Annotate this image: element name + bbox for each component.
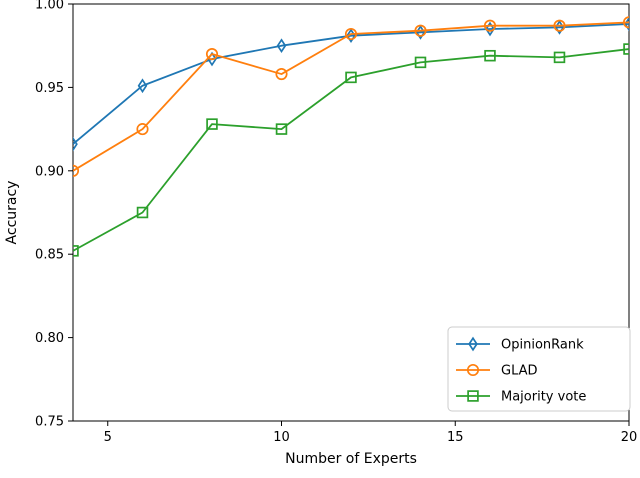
circle-marker bbox=[344, 27, 358, 41]
axes-spines bbox=[72, 3, 630, 422]
legend-label: Majority vote bbox=[501, 390, 586, 405]
square-marker bbox=[484, 49, 496, 62]
circle-marker bbox=[73, 164, 80, 177]
y-tick-label: 1.00 bbox=[35, 0, 64, 13]
circle-marker bbox=[622, 16, 629, 29]
y-tick-label: 0.80 bbox=[35, 331, 64, 346]
axes: 5 10 15 20 0.75 0.80 0.85 0.90 0.95 1.00 bbox=[35, 0, 637, 445]
x-axis-label: Number of Experts bbox=[285, 451, 417, 467]
circle-marker bbox=[275, 68, 288, 81]
diamond-marker bbox=[276, 38, 287, 54]
x-tick-label: 15 bbox=[447, 430, 464, 445]
diamond-marker bbox=[73, 136, 78, 152]
square-marker bbox=[345, 71, 357, 84]
square-marker bbox=[73, 245, 79, 257]
y-tick-label: 0.90 bbox=[35, 164, 64, 179]
series-glad bbox=[73, 16, 629, 177]
series-majority-vote bbox=[73, 43, 629, 257]
legend-label: GLAD bbox=[501, 364, 538, 379]
series-line bbox=[73, 21, 629, 172]
circle-marker bbox=[553, 19, 566, 32]
square-marker bbox=[623, 43, 629, 55]
square-marker bbox=[206, 118, 218, 130]
x-tick-label: 10 bbox=[273, 430, 290, 445]
x-tick-label: 20 bbox=[621, 430, 638, 445]
y-axis-label: Accuracy bbox=[4, 181, 20, 245]
diamond-marker bbox=[137, 78, 148, 94]
square-marker bbox=[553, 51, 566, 64]
square-marker bbox=[136, 206, 149, 219]
diamond-marker bbox=[485, 21, 495, 37]
legend-entry-opinionrank: OpinionRank bbox=[456, 336, 584, 353]
legend-label: OpinionRank bbox=[501, 338, 584, 353]
square-marker bbox=[414, 56, 427, 69]
legend-box bbox=[447, 326, 631, 412]
circle-marker bbox=[205, 47, 219, 61]
x-tick-label: 5 bbox=[104, 430, 112, 445]
legend-entry-glad: GLAD bbox=[456, 364, 538, 379]
square-marker bbox=[275, 123, 288, 135]
y-tick-label: 0.75 bbox=[35, 415, 64, 430]
plot-series bbox=[73, 16, 629, 257]
y-tick-label: 0.85 bbox=[35, 248, 64, 263]
series-opinionrank bbox=[73, 16, 629, 152]
diamond-marker bbox=[468, 336, 478, 352]
circle-marker bbox=[414, 24, 427, 37]
series-line bbox=[73, 23, 629, 145]
circle-marker bbox=[466, 363, 480, 377]
legend: OpinionRank GLAD Majority vote bbox=[447, 326, 631, 412]
series-line bbox=[73, 48, 629, 252]
y-tick-label: 0.95 bbox=[35, 81, 64, 96]
legend-entry-majority-vote: Majority vote bbox=[456, 390, 586, 405]
circle-marker bbox=[483, 19, 497, 32]
square-marker bbox=[467, 390, 479, 402]
circle-marker bbox=[136, 123, 149, 136]
